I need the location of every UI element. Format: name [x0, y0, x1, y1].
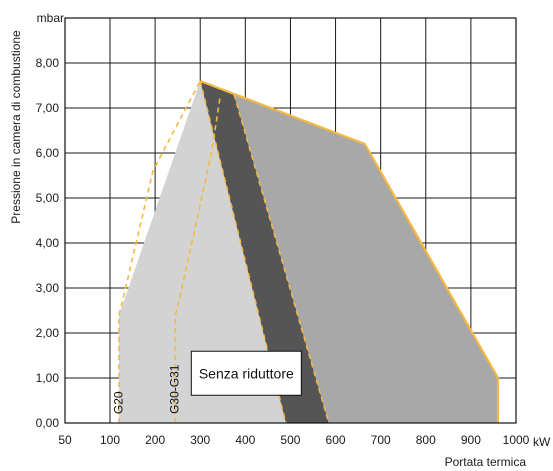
- y-tick-label: 7,00: [36, 101, 60, 115]
- dashed-curve-1: [118, 80, 201, 423]
- y-unit-label: mbar: [37, 11, 64, 25]
- y-tick-label: 0,00: [36, 416, 60, 430]
- y-tick-label: 1,00: [36, 371, 60, 385]
- annotation-box: Senza riduttore: [190, 350, 302, 396]
- plot-frame: [64, 17, 517, 424]
- area-region-1: [119, 81, 286, 423]
- x-tick-label: 50: [58, 433, 72, 447]
- annotation-text: Senza riduttore: [199, 365, 294, 381]
- x-tick-label: 800: [416, 433, 436, 447]
- plot-border: [64, 17, 517, 424]
- x-tick-label: 100: [100, 433, 120, 447]
- areas: [119, 81, 498, 423]
- area-region-3: [200, 81, 498, 423]
- x-tick-label: 700: [371, 433, 391, 447]
- y-tick-label: 5,00: [36, 191, 60, 205]
- y-tick-labels: 0,00 1,00 2,00 3,00 4,00 5,00 6,00 7,00 8,00: [36, 56, 60, 430]
- y-tick-label: 4,00: [36, 236, 60, 250]
- y-axis-title: Pressione in camera di combustione: [9, 30, 23, 224]
- y-tick-label: 3,00: [36, 281, 60, 295]
- envelope-outline: [199, 79, 500, 423]
- curve-label-g20: G20: [112, 391, 126, 414]
- y-tick-label: 6,00: [36, 146, 60, 160]
- dashed-curves: [118, 80, 330, 424]
- dashed-curve-2: [174, 94, 222, 423]
- x-tick-label: 400: [235, 433, 255, 447]
- x-tick-label: 300: [190, 433, 210, 447]
- x-tick-label: 1000: [503, 433, 530, 447]
- area-region-2: [200, 81, 329, 423]
- x-axis-title: Portata termica: [445, 455, 527, 469]
- y-tick-label: 2,00: [36, 326, 60, 340]
- dashed-curve-4: [199, 80, 287, 424]
- x-tick-label: 500: [280, 433, 300, 447]
- y-tick-label: 8,00: [36, 56, 60, 70]
- x-tick-label: 900: [461, 433, 481, 447]
- outline-group: [199, 79, 500, 423]
- x-tick-label: 200: [145, 433, 165, 447]
- dashed-curve-3: [233, 94, 330, 424]
- x-tick-label: 600: [326, 433, 346, 447]
- annotation-rect: [190, 350, 302, 396]
- x-unit-label: kW: [533, 435, 551, 449]
- curve-label-g30-g31: G30-G31: [168, 364, 182, 414]
- x-tick-labels: 50 100 200 300 400 500 600 700 800 900 1000: [58, 433, 529, 447]
